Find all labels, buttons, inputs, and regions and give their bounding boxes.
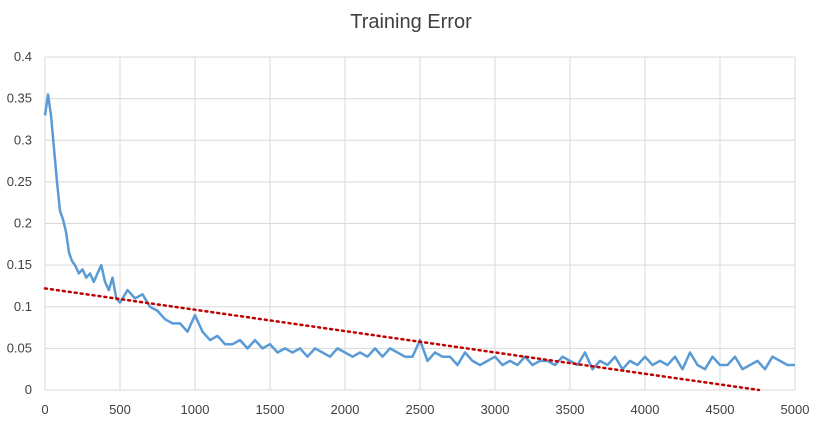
x-tick-label: 1000	[181, 402, 210, 417]
x-tick-label: 4500	[706, 402, 735, 417]
chart-title: Training Error	[350, 11, 472, 33]
x-tick-label: 0	[41, 402, 48, 417]
x-tick-label: 4000	[631, 402, 660, 417]
x-tick-label: 3500	[556, 402, 585, 417]
x-tick-label: 2500	[406, 402, 435, 417]
x-tick-label: 500	[109, 402, 131, 417]
x-tick-label: 3000	[481, 402, 510, 417]
x-tick-label: 1500	[256, 402, 285, 417]
y-tick-label: 0.1	[14, 299, 32, 314]
y-tick-label: 0.05	[7, 340, 32, 355]
y-tick-label: 0	[25, 382, 32, 397]
y-tick-label: 0.4	[14, 49, 32, 64]
y-tick-label: 0.35	[7, 91, 32, 106]
y-tick-label: 0.15	[7, 257, 32, 272]
trendline	[43, 287, 761, 392]
training-error-line	[43, 93, 795, 371]
x-tick-label: 2000	[331, 402, 360, 417]
y-tick-label: 0.3	[14, 132, 32, 147]
x-tick-label: 5000	[781, 402, 810, 417]
y-tick-label: 0.25	[7, 174, 32, 189]
tick-labels: 0 0.05 0.1 0.15 0.2 0.25 0.3 0.35 0.4 0 500 1000 150…	[7, 49, 810, 417]
gridlines	[44, 56, 796, 391]
y-tick-label: 0.2	[14, 216, 32, 231]
series-layer	[43, 93, 795, 392]
